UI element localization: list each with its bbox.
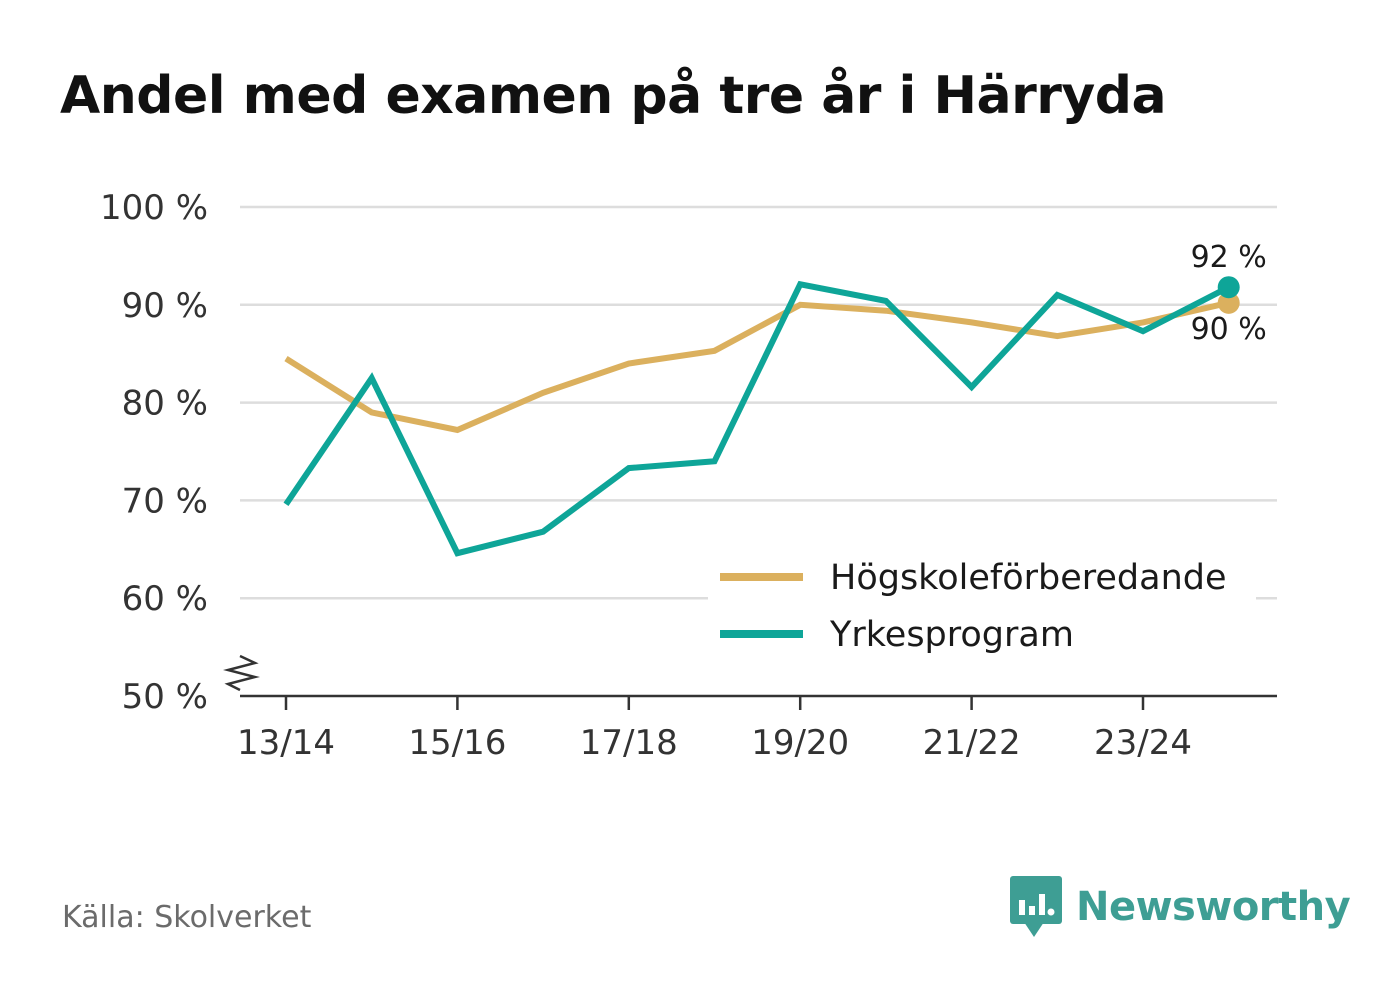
legend-label: Högskoleförberedande: [830, 558, 1227, 598]
legend-label: Yrkesprogram: [829, 615, 1074, 655]
chart-title: Andel med examen på tre år i Härryda: [60, 66, 1167, 126]
axis-break-icon: [223, 654, 260, 692]
grid-lines: [240, 205, 1277, 600]
legend: Högskoleförberedande Yrkesprogram: [708, 548, 1256, 660]
source-note: Källa: Skolverket: [62, 900, 312, 935]
newsworthy-chart-icon: [1010, 876, 1062, 937]
x-tick-label: 13/14: [237, 723, 335, 763]
series-line-hogskoleforberedande: [284, 299, 1230, 434]
x-tick-label: 19/20: [751, 723, 849, 763]
end-label-yrkesprogram: 92 %: [1191, 240, 1267, 275]
legend-background: [708, 548, 1256, 660]
y-tick-label: 100 %: [100, 188, 208, 228]
end-point: [1217, 276, 1240, 299]
y-tick-label: 60 %: [122, 579, 208, 619]
y-tick-label: 90 %: [122, 286, 208, 326]
brand-name: Newsworthy: [1076, 884, 1351, 930]
y-tick-label: 50 %: [122, 677, 208, 717]
x-tick-label: 15/16: [408, 723, 506, 763]
y-tick-label: 70 %: [122, 481, 208, 521]
end-labels: 92 % 90 %: [1191, 240, 1267, 347]
y-axis-ticks: 100 % 90 % 80 % 70 % 60 % 50 %: [100, 188, 208, 717]
line-chart: 100 % 90 % 80 % 70 % 60 % 50 % 13/14 15/16 17/1…: [100, 188, 1277, 763]
series-line-yrkesprogram: [283, 280, 1231, 557]
brand-logo: Newsworthy: [1010, 876, 1351, 938]
end-point: [1217, 291, 1240, 314]
x-tick-label: 23/24: [1094, 723, 1192, 763]
x-tick-label: 21/22: [923, 723, 1021, 763]
end-label-hogskoleforberedande: 90 %: [1191, 312, 1267, 347]
series-lines: [283, 276, 1240, 557]
x-axis: 13/14 15/16 17/18 19/20 21/22 23/24: [223, 654, 1277, 763]
x-tick-label: 17/18: [580, 723, 678, 763]
y-tick-label: 80 %: [122, 384, 208, 424]
